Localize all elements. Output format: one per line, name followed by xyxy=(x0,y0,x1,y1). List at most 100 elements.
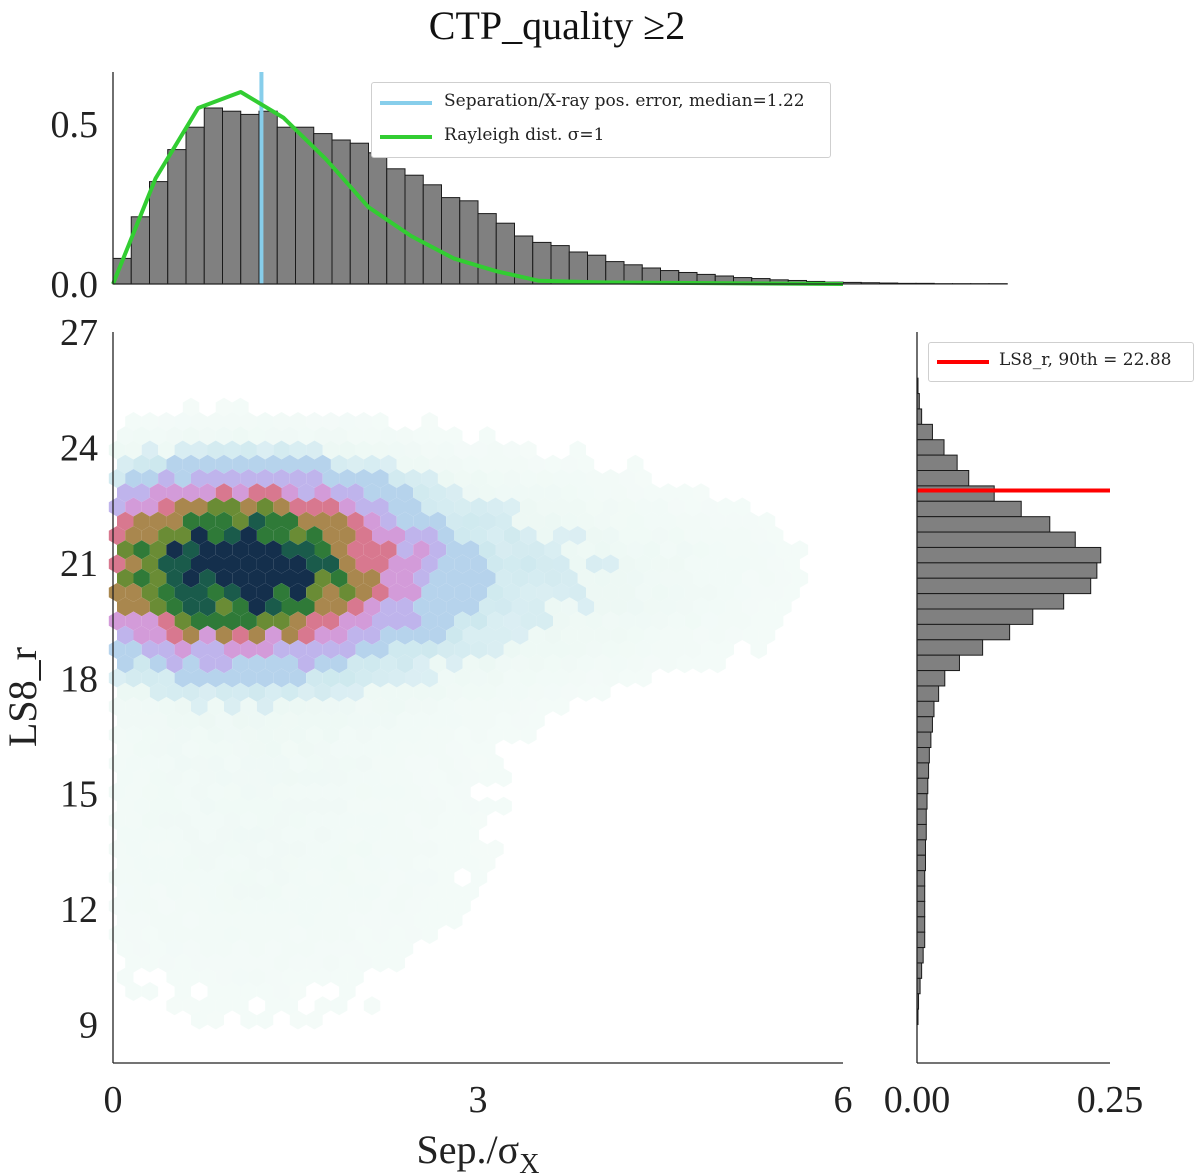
hexbin-cell xyxy=(232,568,249,588)
hexbin-cell xyxy=(470,725,488,745)
right-hist-bar xyxy=(916,670,946,687)
hexbin-cell xyxy=(215,426,233,446)
hexbin-cell xyxy=(182,939,200,959)
hexbin-cell xyxy=(117,967,134,987)
hexbin-cell xyxy=(577,568,595,588)
hexbin-cell xyxy=(372,611,389,631)
hexbin-cell xyxy=(117,768,134,788)
hexbin-cell xyxy=(586,668,603,688)
hexbin-cell xyxy=(174,554,191,574)
hexbin-cell xyxy=(166,939,183,959)
hexbin-cell xyxy=(240,982,257,1001)
hexbin-cell xyxy=(289,583,307,602)
right-hist-bar xyxy=(916,793,928,810)
hexbin-cell xyxy=(437,554,455,574)
right-hist-bar xyxy=(916,439,945,456)
hexbin-cell xyxy=(742,625,759,645)
hexbin-cell xyxy=(125,469,142,488)
hexbin-cell xyxy=(594,682,611,702)
hexbin-cell xyxy=(248,682,266,702)
hexbin-cell xyxy=(429,711,447,731)
hexbin-cell xyxy=(421,412,438,431)
hexbin-cell xyxy=(256,412,274,431)
hexbin-cell xyxy=(660,483,677,503)
hexbin-cell xyxy=(511,454,529,474)
hexbin-cell xyxy=(701,526,718,545)
hexbin-cell xyxy=(273,896,290,916)
hexbin-cell xyxy=(396,426,414,446)
hexbin-cell xyxy=(783,554,800,574)
hexbin-cell xyxy=(487,754,504,773)
hexbin-cell xyxy=(149,454,167,474)
hexbin-cell xyxy=(158,953,175,973)
hexbin-cell xyxy=(684,611,702,631)
hexbin-cell xyxy=(437,583,455,602)
hexbin-cell xyxy=(199,711,216,731)
top-hist-bar xyxy=(167,149,187,285)
hexbin-cell xyxy=(454,896,471,916)
hexbin-cell xyxy=(602,554,619,574)
hexbin-cell xyxy=(355,412,372,431)
hexbin-cell xyxy=(158,868,175,887)
hexbin-cell xyxy=(528,483,545,503)
hexbin-cell xyxy=(347,682,364,702)
hexbin-cell xyxy=(544,483,562,503)
hexbin-cell xyxy=(174,953,191,973)
hexbin-cell xyxy=(413,597,430,617)
hexbin-cell xyxy=(396,910,414,930)
hexbin-cell xyxy=(273,953,290,973)
hexbin-cell xyxy=(158,754,175,773)
hexbin-cell xyxy=(380,568,397,588)
hexbin-cell xyxy=(199,853,216,873)
hexbin-cell xyxy=(322,554,340,574)
hexbin-cell xyxy=(388,925,405,944)
hexbin-cell xyxy=(125,554,142,574)
hexbin-cell xyxy=(586,526,603,545)
hexbin-cell xyxy=(330,882,348,902)
hexbin-cell xyxy=(347,568,364,588)
hexbin-cell xyxy=(174,440,191,460)
hexbin-cell xyxy=(240,925,257,944)
hexbin-cell xyxy=(470,554,488,574)
hexbin-cell xyxy=(174,412,191,431)
hexbin-cell xyxy=(380,654,397,674)
hexbin-cell xyxy=(380,910,397,930)
hexbin-cell xyxy=(166,568,183,588)
hexbin-cell xyxy=(224,611,241,631)
hexbin-cell xyxy=(660,625,677,645)
hexbin-cell xyxy=(437,754,455,773)
hexbin-cell xyxy=(446,682,463,702)
hexbin-cell xyxy=(141,896,159,916)
hexbin-cell xyxy=(602,611,619,631)
hexbin-cell xyxy=(651,611,669,631)
hexbin-cell xyxy=(594,597,611,617)
hexbin-cell xyxy=(141,554,159,574)
hexbin-cell xyxy=(503,497,521,517)
hexbin-cell xyxy=(133,454,150,474)
hexbin-cell xyxy=(141,440,159,460)
hexbin-cell xyxy=(281,910,298,930)
hexbin-cell xyxy=(454,583,471,602)
hexbin-cell xyxy=(602,497,619,517)
hexbin-cell xyxy=(495,568,512,588)
hexbin-cell xyxy=(232,511,249,531)
hexbin-cell xyxy=(273,982,290,1001)
hexbin-cell xyxy=(380,597,397,617)
hexbin-cell xyxy=(577,597,595,617)
hexbin-cell xyxy=(446,654,463,674)
hexbin-cell xyxy=(479,768,496,788)
hexbin-cell xyxy=(182,568,200,588)
hexbin-cell xyxy=(248,882,266,902)
hexbin-cell xyxy=(224,440,241,460)
hexbin-cell xyxy=(446,711,463,731)
hexbin-cell xyxy=(413,568,430,588)
hexbin-cell xyxy=(355,697,372,716)
hexbin-cell xyxy=(372,412,389,431)
hexbin-cell xyxy=(314,711,331,731)
hexbin-cell xyxy=(289,440,307,460)
hexbin-cell xyxy=(166,597,183,617)
hexbin-cell xyxy=(692,568,710,588)
hexbin-cell xyxy=(322,953,340,973)
hexbin-cell xyxy=(256,583,274,602)
hexbin-cell xyxy=(355,526,372,545)
